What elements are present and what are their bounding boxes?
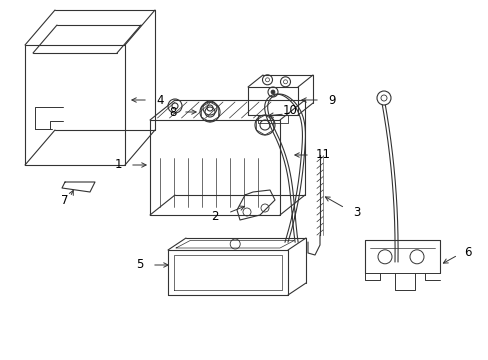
- Text: 5: 5: [136, 258, 143, 271]
- Circle shape: [270, 90, 274, 94]
- Text: 9: 9: [327, 94, 335, 107]
- Text: 7: 7: [61, 194, 69, 207]
- Text: 3: 3: [353, 206, 360, 219]
- Text: 10: 10: [282, 104, 297, 117]
- Text: 2: 2: [211, 211, 218, 224]
- Text: 6: 6: [463, 246, 471, 258]
- Text: 11: 11: [315, 148, 330, 162]
- Text: 4: 4: [156, 94, 163, 107]
- Text: 1: 1: [114, 158, 122, 171]
- Text: 8: 8: [169, 105, 176, 118]
